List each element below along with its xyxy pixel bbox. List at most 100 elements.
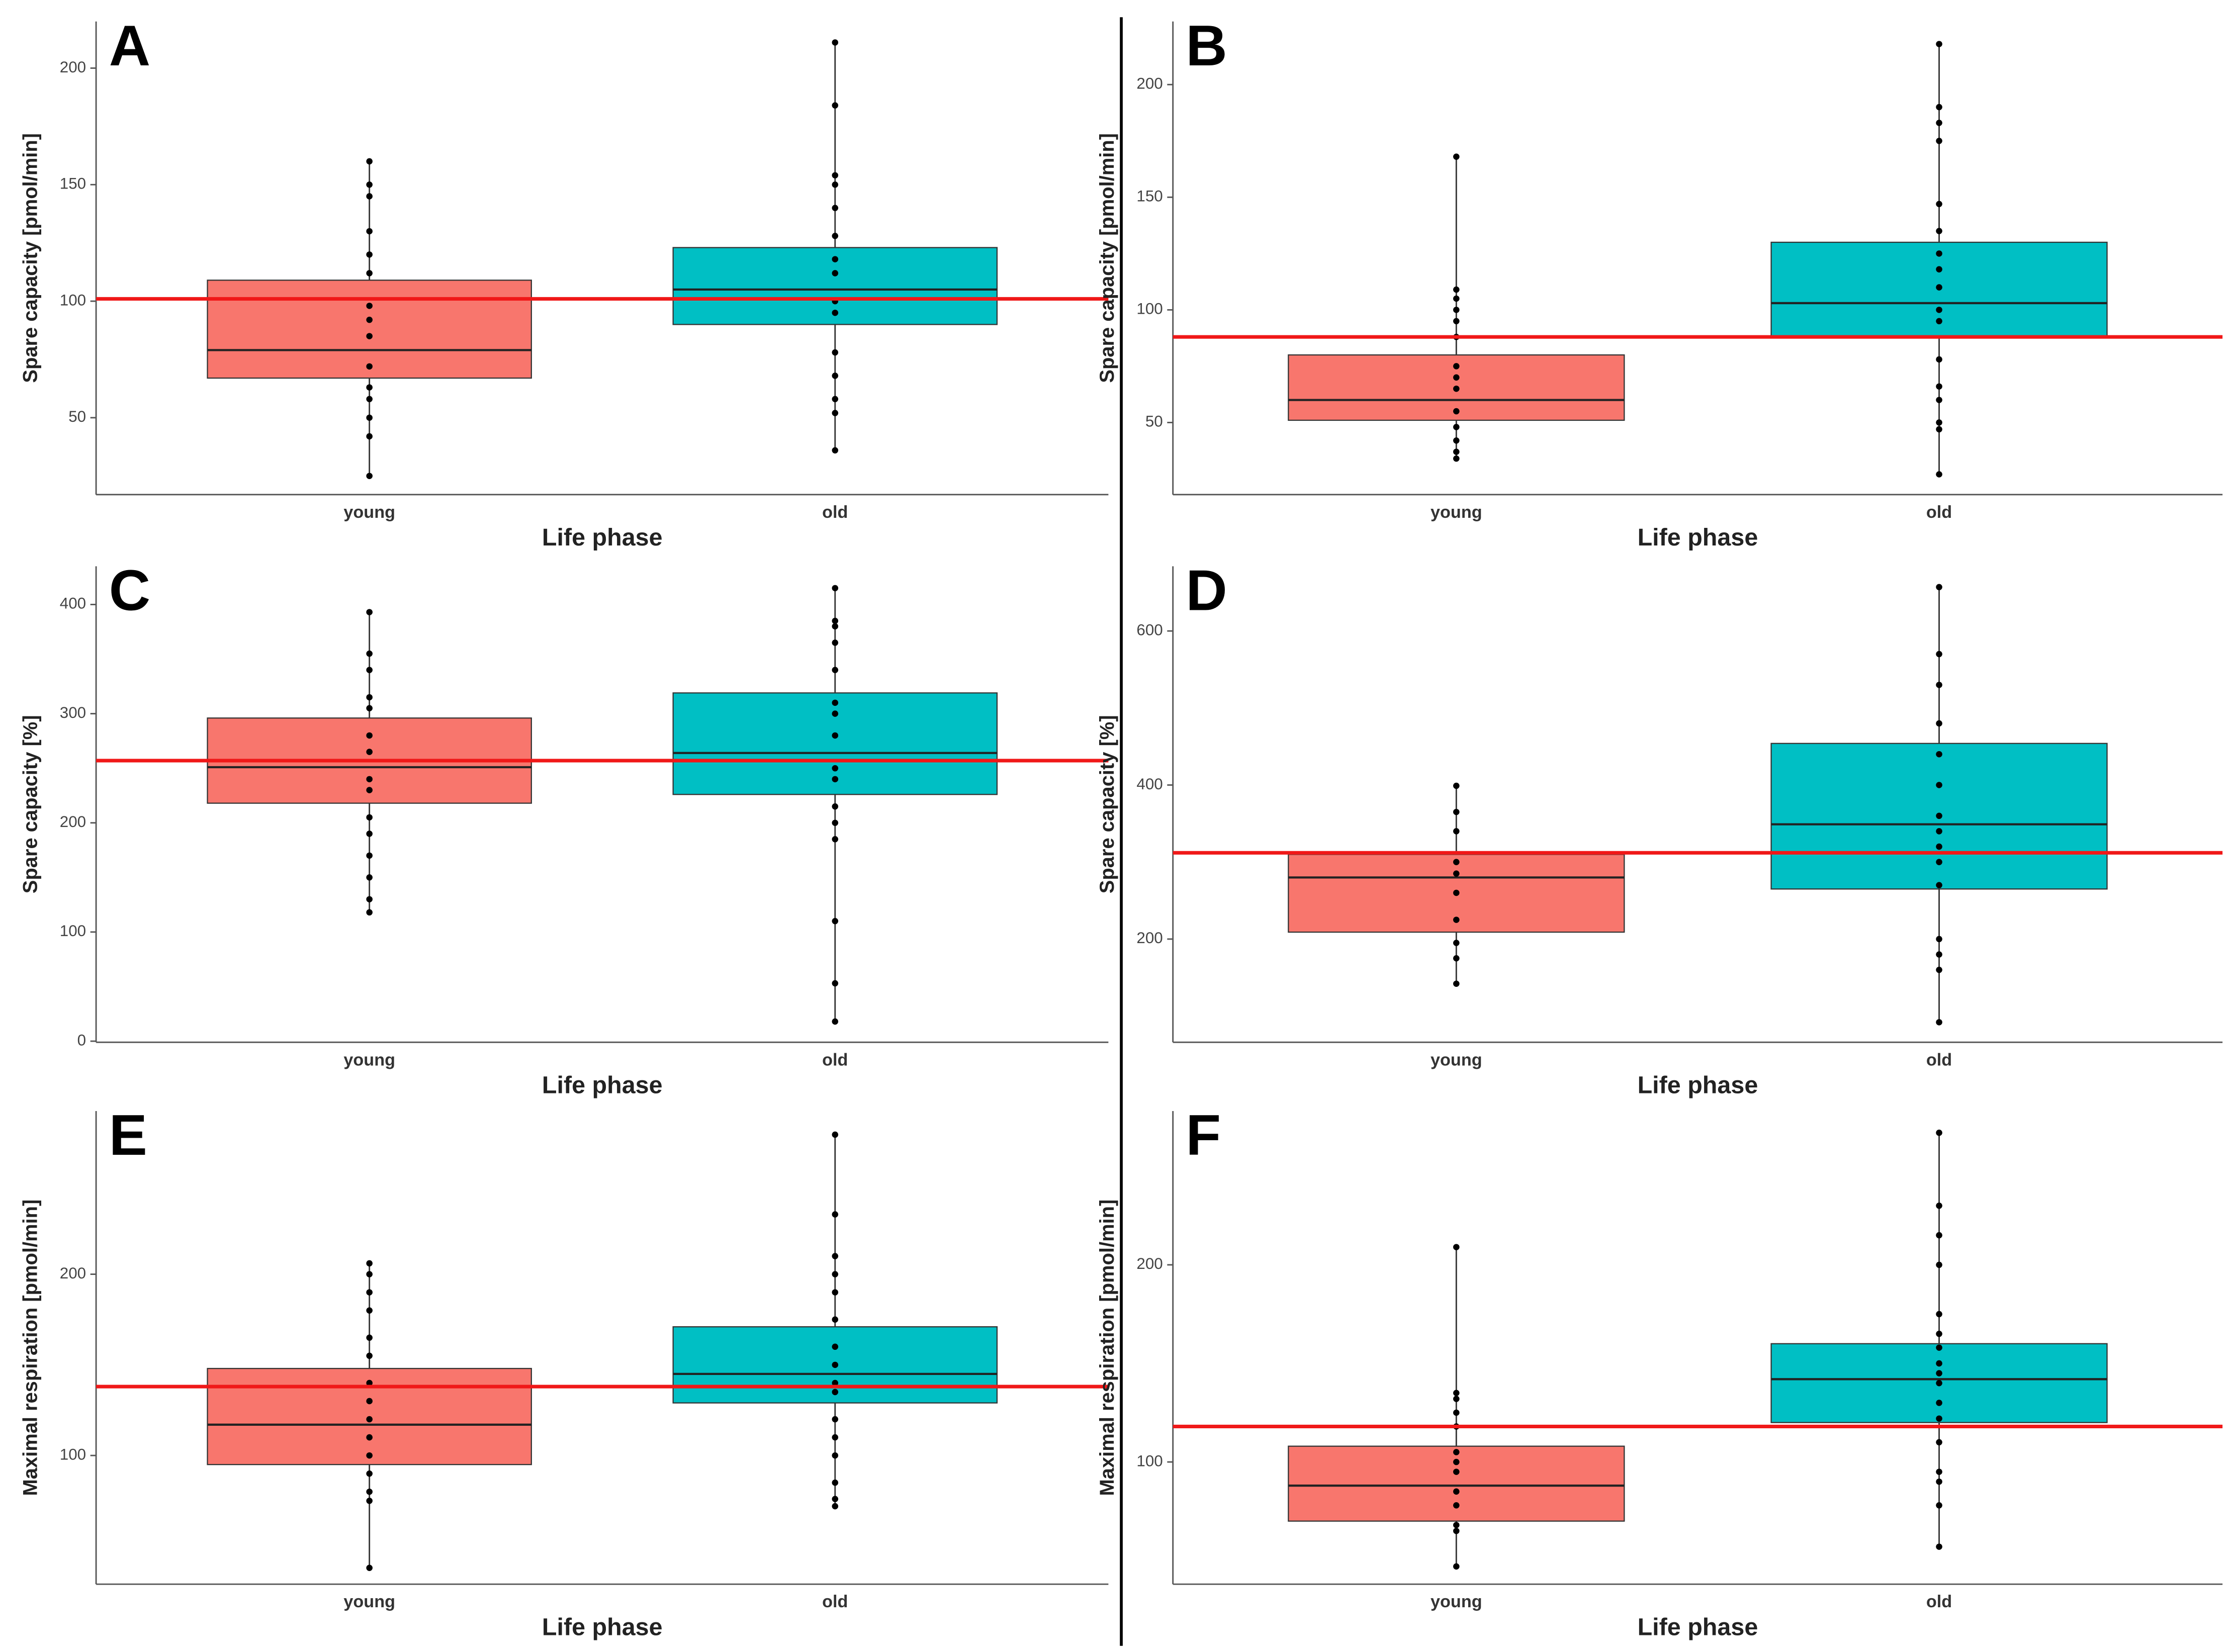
outlier-max [366,609,373,615]
data-point [366,1352,373,1359]
data-point [1936,828,1942,835]
data-point [366,333,373,339]
data-point [1936,201,1942,208]
data-point [366,316,373,323]
panel-letter: F [1186,1104,1221,1167]
data-point [1936,1311,1942,1318]
data-point [832,1253,839,1259]
data-point [366,1380,373,1387]
data-point [366,181,373,188]
data-point [1453,1469,1460,1475]
y-axis-label: Spare capacity [%] [19,715,41,893]
data-point [366,193,373,200]
x-axis-label: Life phase [1638,1613,1758,1640]
data-point [1453,859,1460,865]
y-tick-label: 150 [60,175,86,193]
data-point [366,732,373,739]
data-point [1936,1400,1942,1406]
data-point [832,1211,839,1218]
data-point [1936,782,1942,788]
outlier-min [832,1018,839,1025]
data-point [1936,1360,1942,1367]
data-point [1936,1330,1942,1337]
data-point [1453,1409,1460,1416]
data-point [1453,955,1460,962]
y-tick-label: 200 [1136,929,1163,947]
outlier-min [832,447,839,454]
data-point [366,1416,373,1423]
data-point [366,1452,373,1459]
data-point [366,1398,373,1405]
outlier-max [1936,584,1942,591]
data-point [1453,408,1460,415]
data-point [1936,266,1942,272]
data-point [366,363,373,370]
data-point [832,623,839,630]
x-axis-label: Life phase [542,1071,663,1098]
y-tick-label: 200 [60,813,86,831]
outlier-min [1936,471,1942,478]
data-point [1936,682,1942,688]
data-point [1453,870,1460,877]
outlier-max [832,39,839,46]
x-tick-label: old [822,503,848,522]
y-axis-label: Maximal respiration [pmol/min] [19,1200,41,1496]
panel-letter: D [1186,559,1227,623]
outlier-max [1453,1244,1460,1250]
y-tick-label: 400 [1136,775,1163,793]
data-point [1936,751,1942,758]
data-point [1936,936,1942,943]
data-point [1453,286,1460,293]
panel-letter: B [1186,14,1227,78]
data-point [1453,1390,1460,1397]
data-point [366,1271,373,1277]
data-point [1453,385,1460,392]
data-point [1936,651,1942,658]
data-point [832,1380,839,1387]
data-point [366,776,373,783]
x-axis-label: Life phase [542,1613,663,1640]
data-point [1936,882,1942,888]
outlier-max [1936,1129,1942,1136]
panel-letter: A [109,14,150,78]
panel-letter: E [109,1104,147,1167]
data-point [1936,1380,1942,1387]
data-point [1453,448,1460,455]
data-point [832,776,839,783]
y-axis-label: Maximal respiration [pmol/min] [1096,1200,1118,1496]
data-point [832,102,839,109]
data-point [1936,1370,1942,1376]
data-point [1936,1439,1942,1446]
data-point [832,373,839,379]
data-point [832,1289,839,1296]
data-point [832,1496,839,1502]
data-point [1453,808,1460,815]
data-point [1936,720,1942,727]
outlier-min [1936,1019,1942,1026]
data-point [366,1488,373,1495]
data-point [832,819,839,826]
outlier-min [1936,1543,1942,1550]
data-point [366,251,373,258]
x-tick-label: young [1431,503,1482,522]
data-point [1936,284,1942,291]
data-point [1936,228,1942,234]
data-point [366,414,373,421]
data-point [832,1361,839,1368]
outlier-max [832,1131,839,1138]
x-axis-label: Life phase [1638,1071,1758,1098]
data-point [832,1343,839,1350]
data-point [832,639,839,646]
data-point [1936,138,1942,144]
outlier-max [832,585,839,592]
data-point [832,1479,839,1486]
data-point [366,667,373,673]
data-point [1936,250,1942,257]
data-point [1453,318,1460,325]
data-point [366,396,373,403]
y-tick-label: 100 [60,922,86,940]
y-tick-label: 0 [77,1031,86,1049]
x-tick-label: old [822,1592,848,1611]
data-point [366,270,373,277]
data-point [1453,940,1460,946]
